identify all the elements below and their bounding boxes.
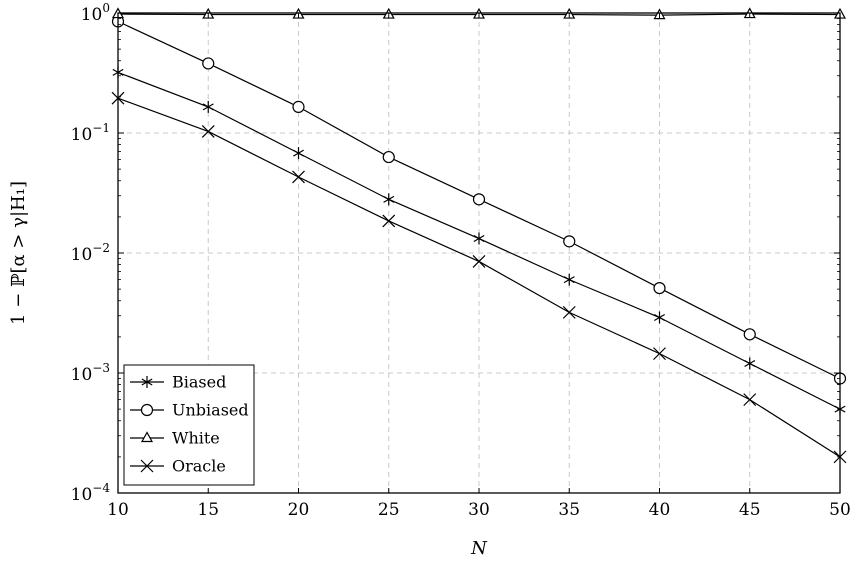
legend-item-biased: Biased [130,373,226,392]
data-point-oracle [201,125,215,138]
x-tick-label: 10 [107,500,129,520]
x-tick-label: 20 [288,500,310,520]
y-axis-label: 1 − ℙ[α > γ|H₁] [8,181,29,325]
x-tick-label: 35 [558,500,580,520]
legend-item-oracle: Oracle [130,457,226,476]
data-point-unbiased [292,100,305,114]
legend-marker-oracle [140,459,154,473]
data-point-oracle [653,347,666,361]
data-point-unbiased [743,328,756,341]
legend-box [123,364,255,486]
data-point-biased [202,100,214,113]
legend-label: Biased [172,373,226,392]
data-point-biased [744,357,756,370]
legend-label: Unbiased [172,401,249,420]
series-layer [111,7,847,464]
data-point-oracle [472,255,486,268]
x-tick-label: 50 [829,500,851,520]
data-point-unbiased [563,235,576,248]
data-point-biased [293,147,304,160]
x-tick-label: 30 [468,500,490,520]
y-tick-label: 10−2 [71,241,110,265]
data-point-biased [563,273,575,286]
legend-marker-unbiased [140,403,154,417]
legend-label: White [172,429,220,448]
legend-marker-white [140,431,154,443]
data-point-oracle [562,305,576,319]
data-point-unbiased [653,281,666,295]
legend-marker-biased [141,376,153,388]
data-point-biased [473,232,485,245]
x-tick-label: 45 [739,500,761,520]
x-tick-label: 15 [197,500,219,520]
legend-label: Oracle [172,457,226,476]
y-tick-label: 10−4 [71,481,111,505]
data-point-oracle [743,393,757,407]
x-tick-label: 40 [649,500,671,520]
data-point-oracle [292,170,305,184]
data-point-unbiased [202,57,215,70]
x-axis-label: N [470,538,488,559]
y-tick-label: 100 [81,1,110,25]
legend-item-white: White [130,429,220,448]
axis-ticks: 10 15 20 25 30 35 40 45 50 10−4 10−3 10−2 10−1 100 [71,1,851,520]
x-tick-label: 25 [378,500,400,520]
y-tick-label: 10−1 [71,121,110,145]
data-point-unbiased [472,193,486,206]
data-point-unbiased [382,150,395,164]
series-oracle [111,91,847,464]
series-biased [112,66,846,416]
legend: Biased Unbiased White Oracle [123,364,255,486]
y-tick-label: 10−3 [71,361,110,385]
data-point-biased [383,193,395,206]
data-point-oracle [382,214,396,228]
data-point-biased [654,311,665,324]
legend-item-unbiased: Unbiased [130,401,249,420]
